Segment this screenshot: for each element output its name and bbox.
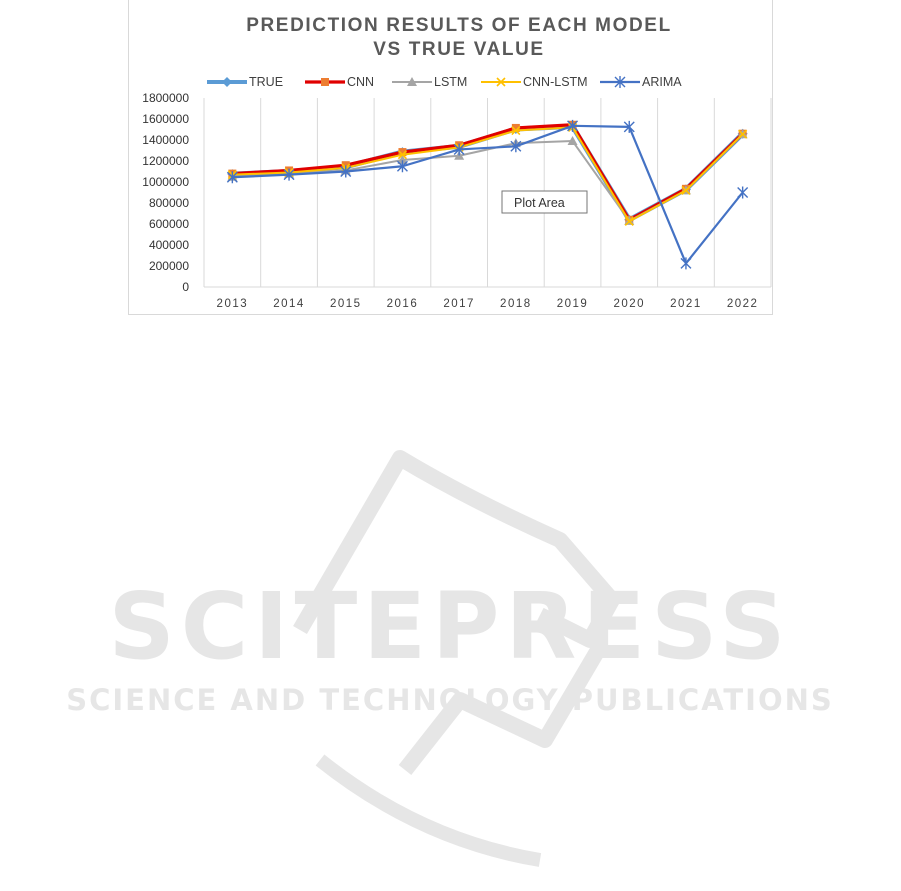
- y-tick-label: 800000: [149, 196, 189, 210]
- data-point: [283, 168, 295, 181]
- y-tick-label: 200000: [149, 259, 189, 273]
- legend-item: LSTM: [392, 75, 467, 89]
- x-tick-label: 2013: [217, 298, 249, 310]
- line-chart: PREDICTION RESULTS OF EACH MODEL VS TRUE…: [142, 15, 772, 310]
- data-point: [511, 125, 521, 136]
- chart-title-line-2: VS TRUE VALUE: [373, 39, 544, 60]
- y-tick-label: 1400000: [142, 133, 189, 147]
- legend-label: CNN: [347, 75, 374, 89]
- series-line: [232, 124, 744, 265]
- data-point: [614, 76, 626, 88]
- legend-label: CNN-LSTM: [523, 75, 588, 89]
- chart-container: PREDICTION RESULTS OF EACH MODEL VS TRUE…: [128, 0, 773, 315]
- data-point: [453, 143, 465, 156]
- legend-item: CNN-LSTM: [481, 75, 588, 89]
- x-tick-label: 2017: [443, 298, 475, 310]
- x-tick-label: 2014: [273, 298, 305, 310]
- data-point: [567, 119, 579, 132]
- data-point: [681, 185, 691, 195]
- data-point: [407, 77, 417, 86]
- data-point: [396, 160, 408, 173]
- x-tick-label: 2016: [387, 298, 419, 310]
- watermark-graphic: SCITEPRESS SCIENCE AND TECHNOLOGY PUBLIC…: [66, 450, 834, 867]
- series-line: [232, 123, 744, 222]
- data-point: [397, 150, 408, 160]
- axes: 0 200000 400000 600000 800000 1000000 1200000 1…: [142, 91, 771, 310]
- plot-area-tooltip-text: Plot Area: [514, 196, 565, 210]
- series-line: [232, 126, 744, 223]
- data-point: [737, 186, 749, 199]
- legend-label: LSTM: [434, 75, 467, 89]
- y-tick-label: 1600000: [142, 112, 189, 126]
- y-tick-label: 1200000: [142, 154, 189, 168]
- x-tick-label: 2021: [670, 298, 702, 310]
- plot-area-tooltip: Plot Area: [501, 190, 588, 214]
- data-point: [496, 77, 506, 87]
- x-tick-label: 2022: [727, 298, 759, 310]
- legend: TRUE CNN LSTM CNN-LSTM ARIMA: [207, 75, 682, 89]
- data-point: [226, 171, 238, 184]
- y-tick-label: 600000: [149, 217, 189, 231]
- x-tick-label: 2018: [500, 298, 532, 310]
- x-tick-label: 2015: [330, 298, 362, 310]
- data-point: [680, 257, 692, 270]
- legend-item: ARIMA: [600, 75, 682, 89]
- data-point: [398, 148, 407, 157]
- data-point: [567, 136, 578, 146]
- legend-label: ARIMA: [642, 75, 682, 89]
- data-point: [511, 123, 520, 132]
- data-point: [738, 129, 748, 139]
- watermark-title: SCITEPRESS: [108, 573, 791, 680]
- watermark: SCITEPRESS SCIENCE AND TECHNOLOGY PUBLIC…: [0, 440, 901, 891]
- data-point: [321, 78, 329, 86]
- y-tick-label: 1800000: [142, 91, 189, 105]
- series-arima: [226, 119, 749, 270]
- legend-item: CNN: [305, 75, 374, 89]
- y-tick-label: 0: [182, 280, 189, 294]
- series-group: [226, 119, 749, 270]
- y-tick-label: 1000000: [142, 175, 189, 189]
- legend-label: TRUE: [249, 75, 283, 89]
- chart-title-line-1: PREDICTION RESULTS OF EACH MODEL: [246, 15, 672, 36]
- data-point: [510, 140, 522, 153]
- data-point: [397, 154, 408, 164]
- data-point: [623, 120, 635, 133]
- legend-item: TRUE: [207, 75, 283, 89]
- data-point: [341, 161, 350, 170]
- y-tick-label: 400000: [149, 238, 189, 252]
- data-point: [340, 165, 352, 178]
- watermark-subtitle: SCIENCE AND TECHNOLOGY PUBLICATIONS: [66, 683, 834, 717]
- x-tick-label: 2019: [557, 298, 589, 310]
- data-point: [624, 216, 634, 226]
- data-point: [222, 77, 232, 87]
- x-tick-label: 2020: [613, 298, 645, 310]
